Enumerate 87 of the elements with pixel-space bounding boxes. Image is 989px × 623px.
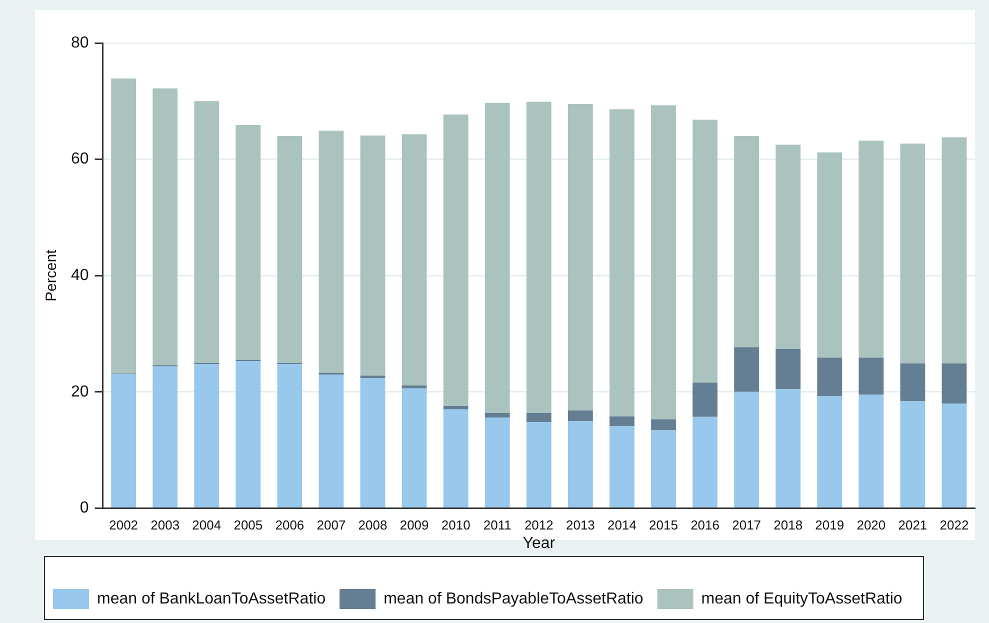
bar: [318, 374, 344, 508]
bar: [900, 363, 926, 402]
bar: [402, 388, 427, 508]
bar: [817, 152, 842, 358]
y-tick-label: 40: [71, 267, 89, 284]
bar: [277, 364, 302, 508]
bar: [236, 124, 261, 360]
bar: [776, 388, 801, 508]
x-tick-label: 2009: [400, 518, 429, 533]
x-tick-label: 2003: [150, 518, 180, 533]
bar: [734, 392, 760, 508]
bar: [443, 409, 468, 508]
bar: [776, 348, 801, 389]
y-tick-label: 0: [80, 500, 89, 517]
bar: [776, 144, 801, 349]
bar: [942, 404, 967, 508]
bar: [526, 422, 552, 508]
bar: [692, 120, 718, 383]
bar: [484, 412, 510, 418]
bar: [568, 104, 593, 411]
bar: [484, 417, 510, 508]
x-tick-label: 2014: [608, 518, 636, 533]
x-tick-label: 2006: [275, 518, 304, 533]
x-tick-label: 2002: [109, 518, 138, 533]
bar: [610, 109, 634, 416]
bar: [858, 140, 884, 358]
bar: [734, 136, 760, 348]
y-tick-label: 60: [71, 150, 89, 168]
bar: [111, 374, 136, 508]
bar: [858, 394, 884, 508]
bar: [526, 412, 552, 422]
bar: [610, 426, 634, 508]
bar: [568, 410, 593, 421]
bar: [360, 378, 386, 508]
bar: [734, 347, 760, 392]
bar: [360, 135, 386, 376]
y-tick-label: 20: [71, 383, 89, 400]
bar: [152, 366, 178, 508]
bar: [152, 88, 178, 366]
legend-label: mean of EquityToAssetRatio: [701, 590, 902, 608]
bar: [111, 78, 136, 374]
bar: [817, 396, 842, 508]
x-tick-label: 2004: [192, 518, 222, 533]
bar: [651, 105, 676, 420]
bar: [942, 363, 967, 404]
bar: [610, 416, 634, 426]
bar: [568, 420, 593, 508]
bar: [692, 416, 718, 508]
bar: [402, 134, 427, 386]
x-tick-label: 2005: [234, 518, 263, 533]
x-tick-label: 2017: [732, 518, 762, 533]
legend-label: mean of BankLoanToAssetRatio: [97, 590, 326, 608]
x-tick-label: 2011: [483, 518, 512, 533]
bar: [318, 130, 344, 373]
x-tick-label: 2013: [566, 518, 595, 533]
bar: [858, 358, 884, 395]
x-tick-label: 2020: [856, 518, 886, 533]
bar: [900, 401, 926, 508]
x-tick-label: 2012: [524, 518, 554, 533]
bar: [484, 102, 510, 413]
x-tick-label: 2015: [649, 518, 678, 533]
x-tick-label: 2021: [898, 518, 928, 533]
x-tick-label: 2007: [316, 518, 346, 533]
bar: [526, 102, 552, 413]
y-tick-label: 80: [71, 34, 89, 52]
bar: [443, 114, 468, 406]
bar: [900, 144, 926, 364]
x-tick-label: 2022: [940, 518, 969, 533]
bar: [692, 382, 718, 417]
x-tick-label: 2010: [441, 518, 470, 533]
bar: [651, 430, 676, 508]
bar: [443, 406, 468, 410]
bar: [817, 358, 842, 396]
bar: [236, 361, 261, 508]
bar: [942, 137, 967, 364]
bar: [194, 101, 220, 363]
bar: [277, 136, 302, 363]
legend-label: mean of BondsPayableToAssetRatio: [384, 590, 644, 608]
y-axis-title: Percent: [43, 248, 60, 302]
bar: [651, 419, 676, 430]
bar: [194, 364, 220, 508]
bar: [402, 386, 427, 388]
x-tick-label: 2018: [774, 518, 803, 533]
x-tick-label: 2016: [690, 518, 720, 533]
x-tick-label: 2008: [358, 518, 388, 533]
x-tick-label: 2019: [815, 518, 844, 533]
x-axis-title: Year: [522, 534, 556, 552]
